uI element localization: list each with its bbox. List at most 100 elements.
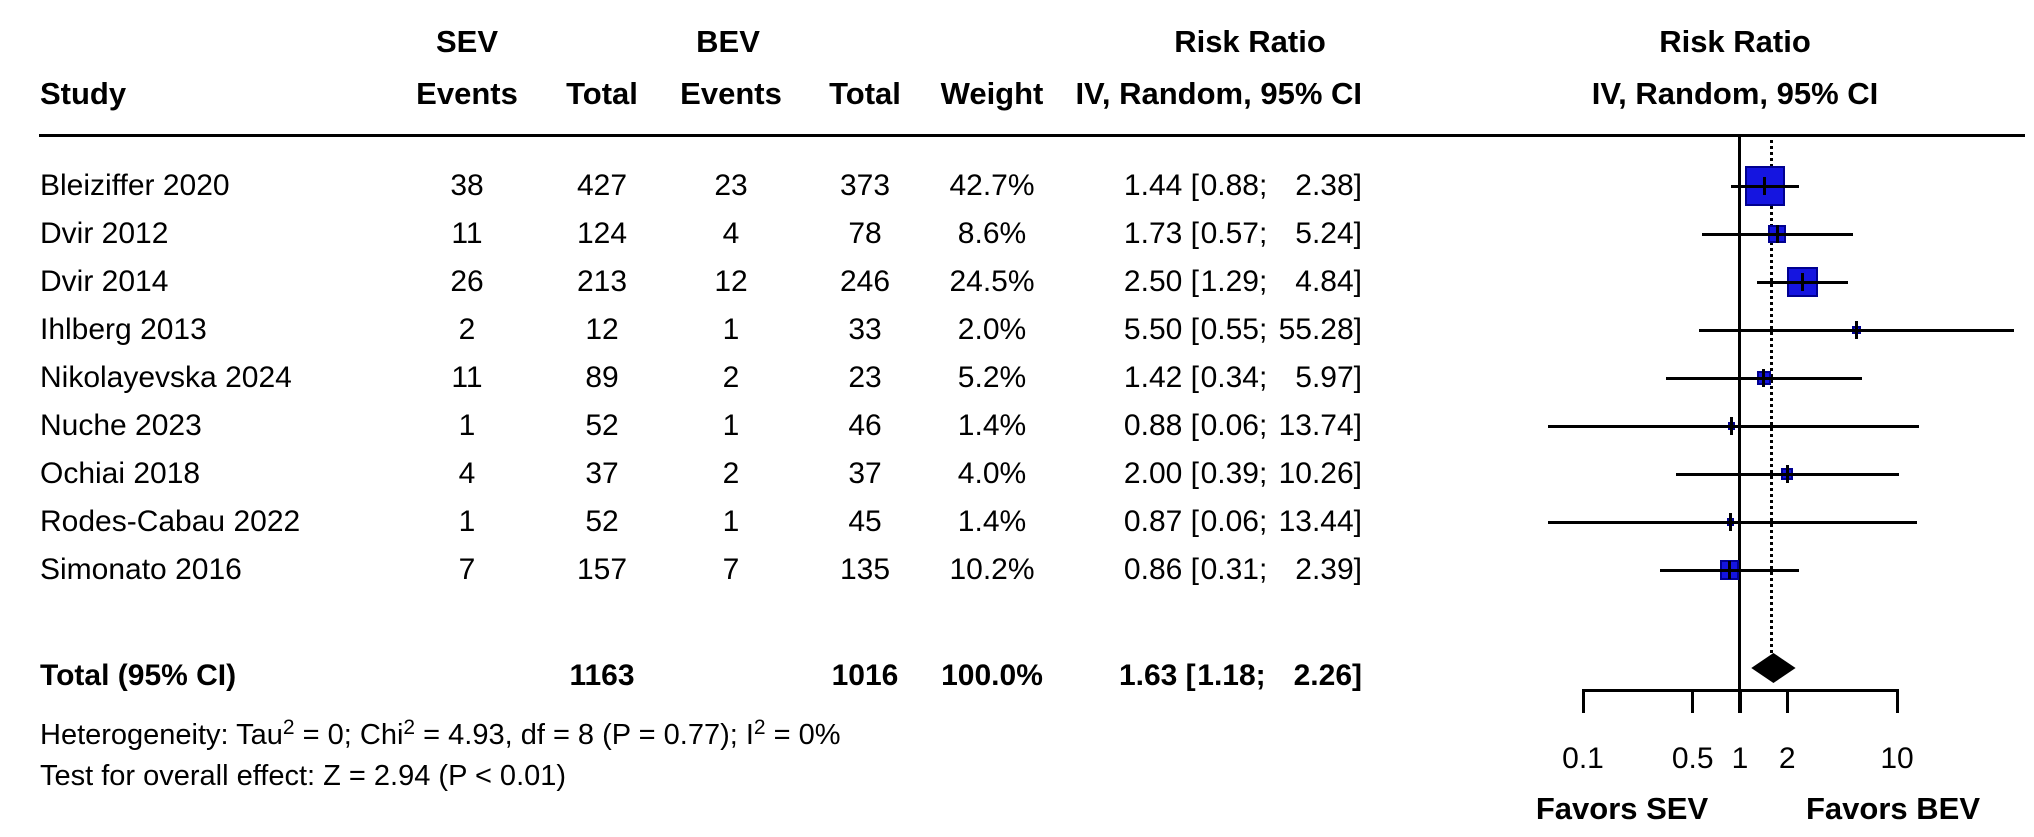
bev-total-value: 23	[848, 361, 882, 394]
bev-total-value: 373	[839, 169, 891, 202]
bev-events-value: 2	[722, 457, 740, 490]
total-label: Total (95% CI)	[40, 659, 237, 692]
rr-value-part: 2.38	[1295, 169, 1354, 202]
rr-value-part: 13.44	[1278, 505, 1354, 538]
sev-total-value: 124	[576, 217, 628, 250]
rr-value-part: 5.24	[1295, 217, 1354, 250]
sev-events-value: 11	[451, 217, 483, 250]
rr-value-part: [	[1182, 409, 1199, 442]
sev-total-value: 52	[585, 505, 619, 538]
rr-value-part: ]	[1353, 265, 1362, 298]
rr-value-part: 1.18	[1197, 659, 1256, 692]
rr-value-part: 2.00	[1123, 457, 1183, 490]
point-estimate-tick	[1729, 513, 1732, 531]
point-estimate-tick	[1854, 321, 1858, 339]
rr-value-part: 0.87	[1123, 505, 1183, 538]
rr-value-part: 4.84	[1295, 265, 1354, 298]
plot-column-title: Risk Ratio	[1659, 24, 1811, 59]
het-text-part: Heterogeneity: Tau	[40, 719, 283, 751]
rr-value-part: [	[1182, 361, 1199, 394]
x-axis-tick-label: 10	[1880, 742, 1914, 775]
weight-value: 1.4%	[957, 505, 1027, 538]
rr-value-part: [	[1182, 505, 1199, 538]
rr-value-part: ]	[1353, 457, 1362, 490]
rr-value-part: 1.63	[1118, 659, 1178, 692]
weight-value: 8.6%	[957, 217, 1027, 250]
rr-value-part: 1.42	[1123, 361, 1183, 394]
rr-value-part: [	[1177, 659, 1196, 692]
weight-value: 10.2%	[949, 553, 1035, 586]
sev-events-value: 1	[458, 505, 476, 538]
risk-ratio-ci-text: 2.50 [1.29; 4.84]	[1020, 258, 1362, 306]
het-text-part: = 0; Chi	[294, 719, 404, 751]
rr-value-part: ]	[1352, 659, 1362, 692]
sev-total-value: 213	[576, 265, 628, 298]
risk-ratio-ci-text: 0.88 [0.06; 13.74]	[1020, 402, 1362, 450]
sev-total-value: 12	[585, 313, 619, 346]
rr-value-part: 2.26	[1293, 659, 1352, 692]
rr-value-part: 0.31	[1200, 553, 1259, 586]
bev-events-value: 4	[722, 217, 740, 250]
sev-total-value: 157	[576, 553, 628, 586]
study-label: Nuche 2023	[40, 409, 202, 442]
sev-events-value: 7	[458, 553, 476, 586]
rr-value-part: ]	[1353, 313, 1362, 346]
group-header-bev: BEV	[696, 24, 760, 59]
weight-value: 4.0%	[957, 457, 1027, 490]
column-header-sev-events: Events	[416, 76, 518, 111]
rr-value-part: ;	[1258, 361, 1276, 394]
risk-ratio-ci-text: 0.86 [0.31; 2.39]	[1020, 546, 1362, 594]
rr-value-part: 0.06	[1200, 409, 1259, 442]
rr-value-part: 1.44	[1123, 169, 1183, 202]
sev-events-value: 2	[458, 313, 476, 346]
rr-value-part: 1.29	[1200, 265, 1259, 298]
bev-total-value: 135	[839, 553, 891, 586]
study-label: Ihlberg 2013	[40, 313, 207, 346]
bev-total-value: 37	[848, 457, 882, 490]
rr-value-part: [	[1182, 169, 1199, 202]
rr-value-part: ]	[1353, 217, 1362, 250]
rr-value-part: 2.50	[1123, 265, 1183, 298]
point-estimate-tick	[1762, 369, 1766, 387]
rr-value-part: 0.34	[1200, 361, 1259, 394]
het-superscript: 2	[282, 716, 295, 739]
x-axis-tick	[1738, 689, 1742, 713]
heterogeneity-text: Heterogeneity: Tau2 = 0; Chi2 = 4.93, df…	[40, 714, 841, 759]
het-text-part: = 4.93, df = 8 (P = 0.77); I	[415, 719, 754, 751]
sev-total-value: 427	[576, 169, 628, 202]
x-axis-tick-label: 1	[1731, 742, 1749, 775]
rr-value-part: ;	[1258, 169, 1276, 202]
table-row: Simonato 2016 7 157 7 135 10.2% 0.86 [0.31; 2.…	[0, 546, 2034, 594]
rr-value-part: [	[1182, 457, 1199, 490]
bev-events-value: 2	[722, 361, 740, 394]
risk-ratio-ci-text: 5.50 [0.55; 55.28]	[1020, 306, 1362, 354]
table-row: Ochiai 2018 4 37 2 37 4.0% 2.00 [0.39; 10.26]	[0, 450, 2034, 498]
weight-value: 24.5%	[949, 265, 1035, 298]
column-header-weight: Weight	[940, 76, 1044, 111]
point-estimate-tick	[1729, 417, 1733, 435]
favors-left-label: Favors SEV	[1535, 791, 1709, 826]
point-estimate-tick	[1763, 177, 1767, 195]
bev-events-value: 7	[722, 553, 740, 586]
bev-events-value: 23	[714, 169, 748, 202]
rr-column-subtitle: IV, Random, 95% CI	[1075, 76, 1362, 111]
rr-value-part: ]	[1353, 169, 1362, 202]
het-text-part: = 0%	[765, 719, 841, 751]
x-axis-tick	[1581, 689, 1585, 713]
confidence-interval-line	[1548, 520, 1918, 524]
sev-events-value: 1	[458, 409, 476, 442]
x-axis-tick-label: 0.5	[1671, 742, 1714, 775]
rr-value-part: 0.86	[1123, 553, 1183, 586]
sev-events-value: 38	[450, 169, 484, 202]
rr-value-part: ]	[1353, 361, 1362, 394]
weight-value: 1.4%	[957, 409, 1027, 442]
rr-value-part: 1.73	[1123, 217, 1183, 250]
study-label: Simonato 2016	[40, 553, 242, 586]
overall-effect-text: Test for overall effect: Z = 2.94 (P < 0…	[40, 760, 567, 792]
rr-value-part: ]	[1353, 409, 1362, 442]
rr-value-part: 5.50	[1123, 313, 1183, 346]
risk-ratio-ci-text: 1.73 [0.57; 5.24]	[1020, 210, 1362, 258]
study-label: Dvir 2014	[40, 265, 169, 298]
bev-total-value: 46	[848, 409, 882, 442]
rr-value-part: ]	[1353, 553, 1362, 586]
